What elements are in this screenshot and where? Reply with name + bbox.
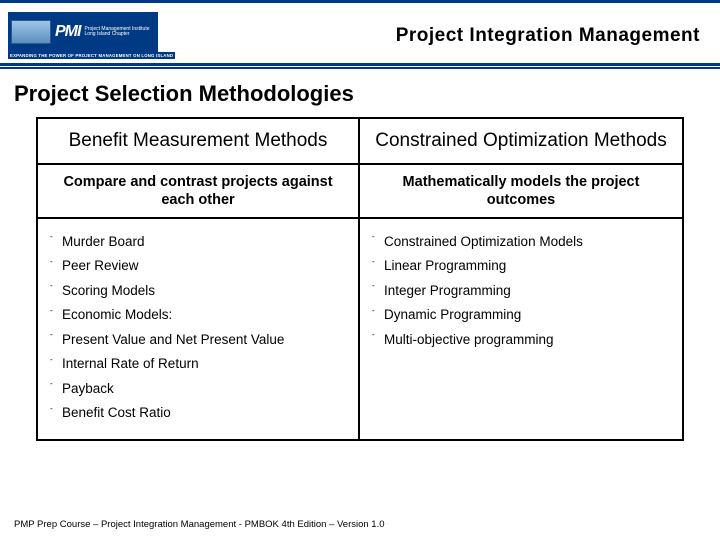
logo-line2: Long Island Chapter [84, 32, 149, 38]
logo-subtext: Project Management Institute Long Island… [84, 27, 149, 38]
list-item: Murder Board [44, 229, 352, 254]
table-body-row: Murder Board Peer Review Scoring Models … [38, 219, 682, 439]
rule-thin [0, 67, 720, 69]
top-rule-1 [0, 0, 720, 3]
col2-list: Constrained Optimization Models Linear P… [366, 229, 676, 352]
footer-text: PMP Prep Course – Project Integration Ma… [14, 519, 385, 530]
col1-body: Murder Board Peer Review Scoring Models … [38, 219, 360, 439]
logo-tagline: EXPANDING THE POWER OF PROJECT MANAGEMEN… [8, 52, 175, 59]
col1-subheading: Compare and contrast projects against ea… [38, 165, 360, 219]
list-item: Internal Rate of Return [44, 352, 352, 377]
page-title: Project Integration Management [175, 25, 706, 47]
table-header-row: Benefit Measurement Methods Constrained … [38, 119, 682, 165]
list-item: Multi-objective programming [366, 327, 676, 352]
list-item: Economic Models: [44, 303, 352, 328]
header: PMI Project Management Institute Long Is… [0, 4, 720, 63]
col2-heading: Constrained Optimization Methods [360, 119, 682, 165]
list-item: Constrained Optimization Models [366, 229, 676, 254]
rule-thick [0, 63, 720, 66]
col2-body: Constrained Optimization Models Linear P… [360, 219, 682, 439]
list-item: Scoring Models [44, 278, 352, 303]
col1-heading: Benefit Measurement Methods [38, 119, 360, 165]
list-item: Benefit Cost Ratio [44, 401, 352, 426]
logo-wrap: PMI Project Management Institute Long Is… [8, 12, 175, 59]
list-item: Peer Review [44, 254, 352, 279]
logo-graphic [11, 20, 51, 44]
list-item: Payback [44, 376, 352, 401]
pmi-logo: PMI Project Management Institute Long Is… [8, 12, 158, 52]
list-item: Linear Programming [366, 254, 676, 279]
col1-list: Murder Board Peer Review Scoring Models … [44, 229, 352, 425]
list-item: Integer Programming [366, 278, 676, 303]
col2-subheading: Mathematically models the project outcom… [360, 165, 682, 219]
methods-table: Benefit Measurement Methods Constrained … [36, 117, 684, 441]
logo-acronym: PMI [55, 23, 80, 41]
list-item: Present Value and Net Present Value [44, 327, 352, 352]
section-title: Project Selection Methodologies [0, 75, 720, 117]
list-item: Dynamic Programming [366, 303, 676, 328]
table-subheader-row: Compare and contrast projects against ea… [38, 165, 682, 219]
